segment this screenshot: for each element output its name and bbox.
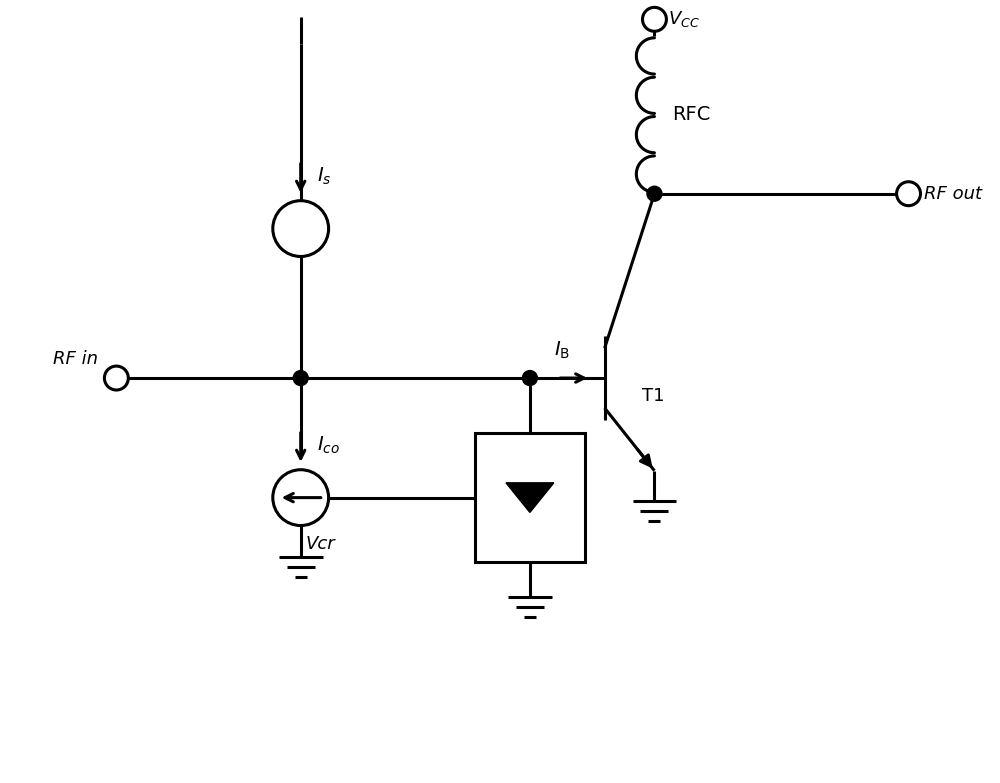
Text: Vcr: Vcr [306,536,335,554]
Circle shape [273,200,329,257]
Circle shape [104,366,128,390]
Circle shape [293,370,308,385]
Circle shape [897,182,921,206]
Text: I$_s$: I$_s$ [317,166,331,187]
Polygon shape [506,483,554,512]
Text: I$_{co}$: I$_{co}$ [317,435,340,456]
Circle shape [647,186,662,201]
Circle shape [522,370,537,385]
Text: RFC: RFC [672,106,711,124]
Text: $I_\mathrm{B}$: $I_\mathrm{B}$ [554,340,570,361]
FancyBboxPatch shape [475,433,585,562]
Text: RF out: RF out [924,185,982,203]
Text: RF in: RF in [53,350,98,368]
Text: T1: T1 [642,387,665,405]
Text: $V_{CC}$: $V_{CC}$ [668,9,700,29]
Circle shape [642,7,666,31]
Circle shape [273,470,329,525]
